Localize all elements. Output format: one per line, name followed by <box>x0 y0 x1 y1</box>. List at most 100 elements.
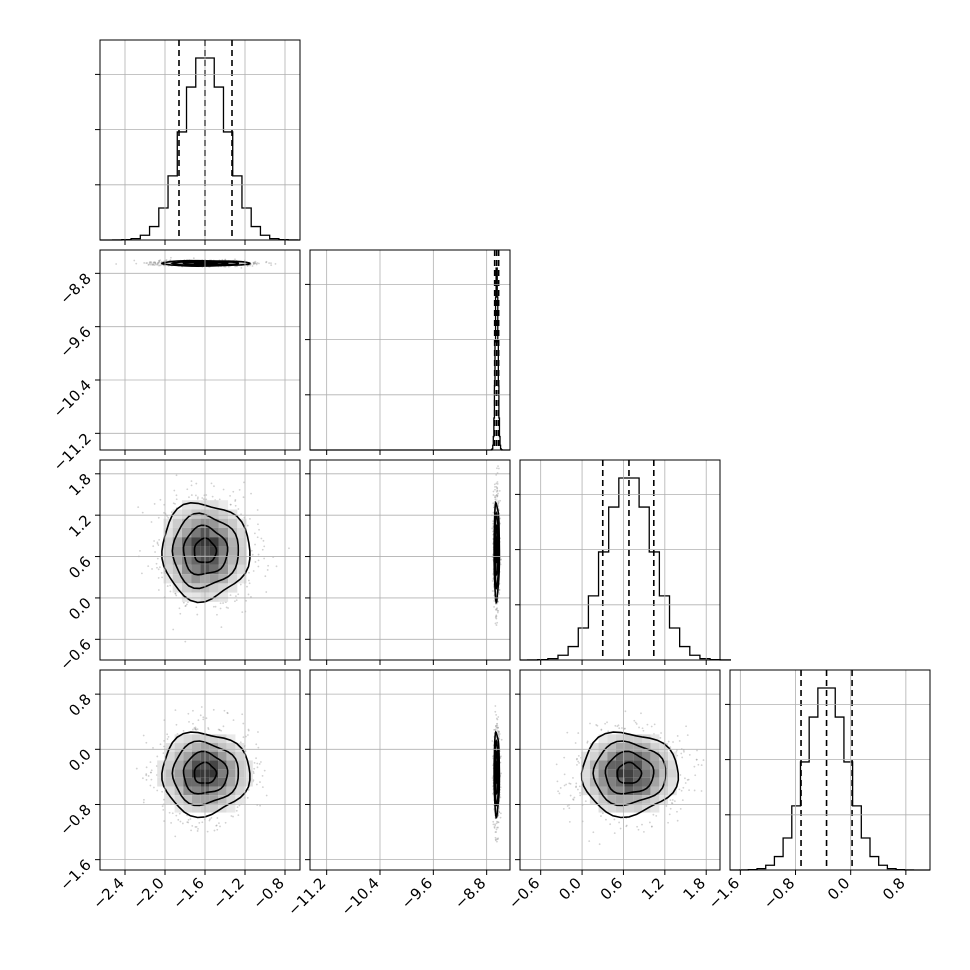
density-cell <box>235 760 245 770</box>
contour-line <box>182 524 229 576</box>
sample-point <box>497 814 500 817</box>
density-cell <box>218 537 229 547</box>
sample-point <box>252 262 255 264</box>
sample-point <box>234 265 237 268</box>
sample-point <box>559 787 562 789</box>
sample-point <box>208 819 211 822</box>
density-cell <box>589 743 599 752</box>
density-cell <box>209 518 219 528</box>
sample-point <box>660 732 662 734</box>
density-cell <box>496 783 497 791</box>
sample-point <box>678 788 681 791</box>
sample-point <box>245 599 247 602</box>
density-cell <box>624 760 634 770</box>
sample-point <box>169 259 172 262</box>
sample-point <box>143 262 146 264</box>
sample-point <box>149 761 152 763</box>
sample-point <box>494 498 497 501</box>
sample-point <box>686 734 689 737</box>
sample-point <box>495 724 498 727</box>
sample-point <box>246 524 249 527</box>
tick-label-y: 1.2 <box>65 511 95 541</box>
tick-label-x: −0.8 <box>760 874 798 912</box>
tick-label-x: −0.6 <box>505 874 543 912</box>
sample-point <box>224 821 227 824</box>
density-cell <box>496 727 498 735</box>
sample-point <box>694 774 697 777</box>
sample-point <box>257 746 260 749</box>
density-cell <box>642 786 651 796</box>
sample-point <box>499 499 502 502</box>
sample-point <box>616 725 619 728</box>
sample-point <box>156 755 159 758</box>
sample-point <box>621 727 623 729</box>
density-cell <box>650 760 660 770</box>
density-cell <box>607 795 616 804</box>
sample-point <box>494 608 497 611</box>
sample-point <box>252 772 255 775</box>
sample-point <box>175 594 178 597</box>
density-cell <box>581 769 590 778</box>
density-cell <box>668 777 677 787</box>
histogram-1 <box>310 267 510 451</box>
sample-point <box>497 492 499 495</box>
contour-line <box>604 750 655 795</box>
density-cell <box>650 786 660 796</box>
sample-point <box>670 802 673 804</box>
sample-point <box>695 758 698 761</box>
sample-point <box>239 741 242 744</box>
sample-point <box>236 806 239 809</box>
sample-point <box>141 777 144 780</box>
sample-point <box>149 263 152 266</box>
sample-point <box>263 545 266 548</box>
tick-label-x: 1.2 <box>638 874 668 904</box>
sample-point <box>212 708 215 711</box>
sample-point <box>196 497 199 500</box>
sample-point <box>492 820 495 823</box>
sample-point <box>150 778 153 781</box>
sample-point <box>499 786 502 789</box>
sample-point <box>187 712 190 715</box>
sample-point <box>152 261 155 264</box>
density-cell <box>633 769 642 778</box>
sample-point <box>167 735 170 738</box>
sample-point <box>618 727 621 730</box>
sample-point <box>495 608 498 610</box>
density-cell <box>650 803 660 813</box>
tick-label-x: −1.6 <box>169 874 207 912</box>
density-cell <box>166 262 174 264</box>
density-cell <box>496 727 497 735</box>
sample-point <box>623 727 626 730</box>
sample-point <box>154 261 157 264</box>
sample-point <box>256 766 259 769</box>
sample-point <box>499 755 502 758</box>
sample-point <box>219 825 221 828</box>
sample-point <box>252 261 255 264</box>
sample-point <box>496 718 499 721</box>
sample-point <box>234 500 237 502</box>
sample-point <box>201 821 204 824</box>
contour-line <box>592 740 667 807</box>
density-cell <box>218 751 227 761</box>
density-cell <box>181 509 192 519</box>
sample-point <box>156 566 158 569</box>
density-cell <box>226 760 236 770</box>
sample-point <box>625 825 628 828</box>
sample-point <box>680 789 683 792</box>
density-cell <box>668 769 677 778</box>
sample-point <box>197 496 199 499</box>
panel-frame <box>99 459 301 661</box>
density-cell <box>598 751 608 761</box>
sample-point <box>185 603 188 606</box>
sample-point <box>242 496 245 499</box>
sample-point <box>174 502 176 505</box>
density-cell <box>633 734 642 744</box>
sample-point <box>270 262 272 265</box>
sample-point <box>169 584 172 587</box>
density-cell <box>183 786 192 796</box>
sample-point <box>687 778 690 781</box>
sample-point <box>141 572 143 575</box>
histogram-panel-2 <box>520 460 731 661</box>
sample-point <box>625 824 628 827</box>
density-cell <box>496 575 497 583</box>
